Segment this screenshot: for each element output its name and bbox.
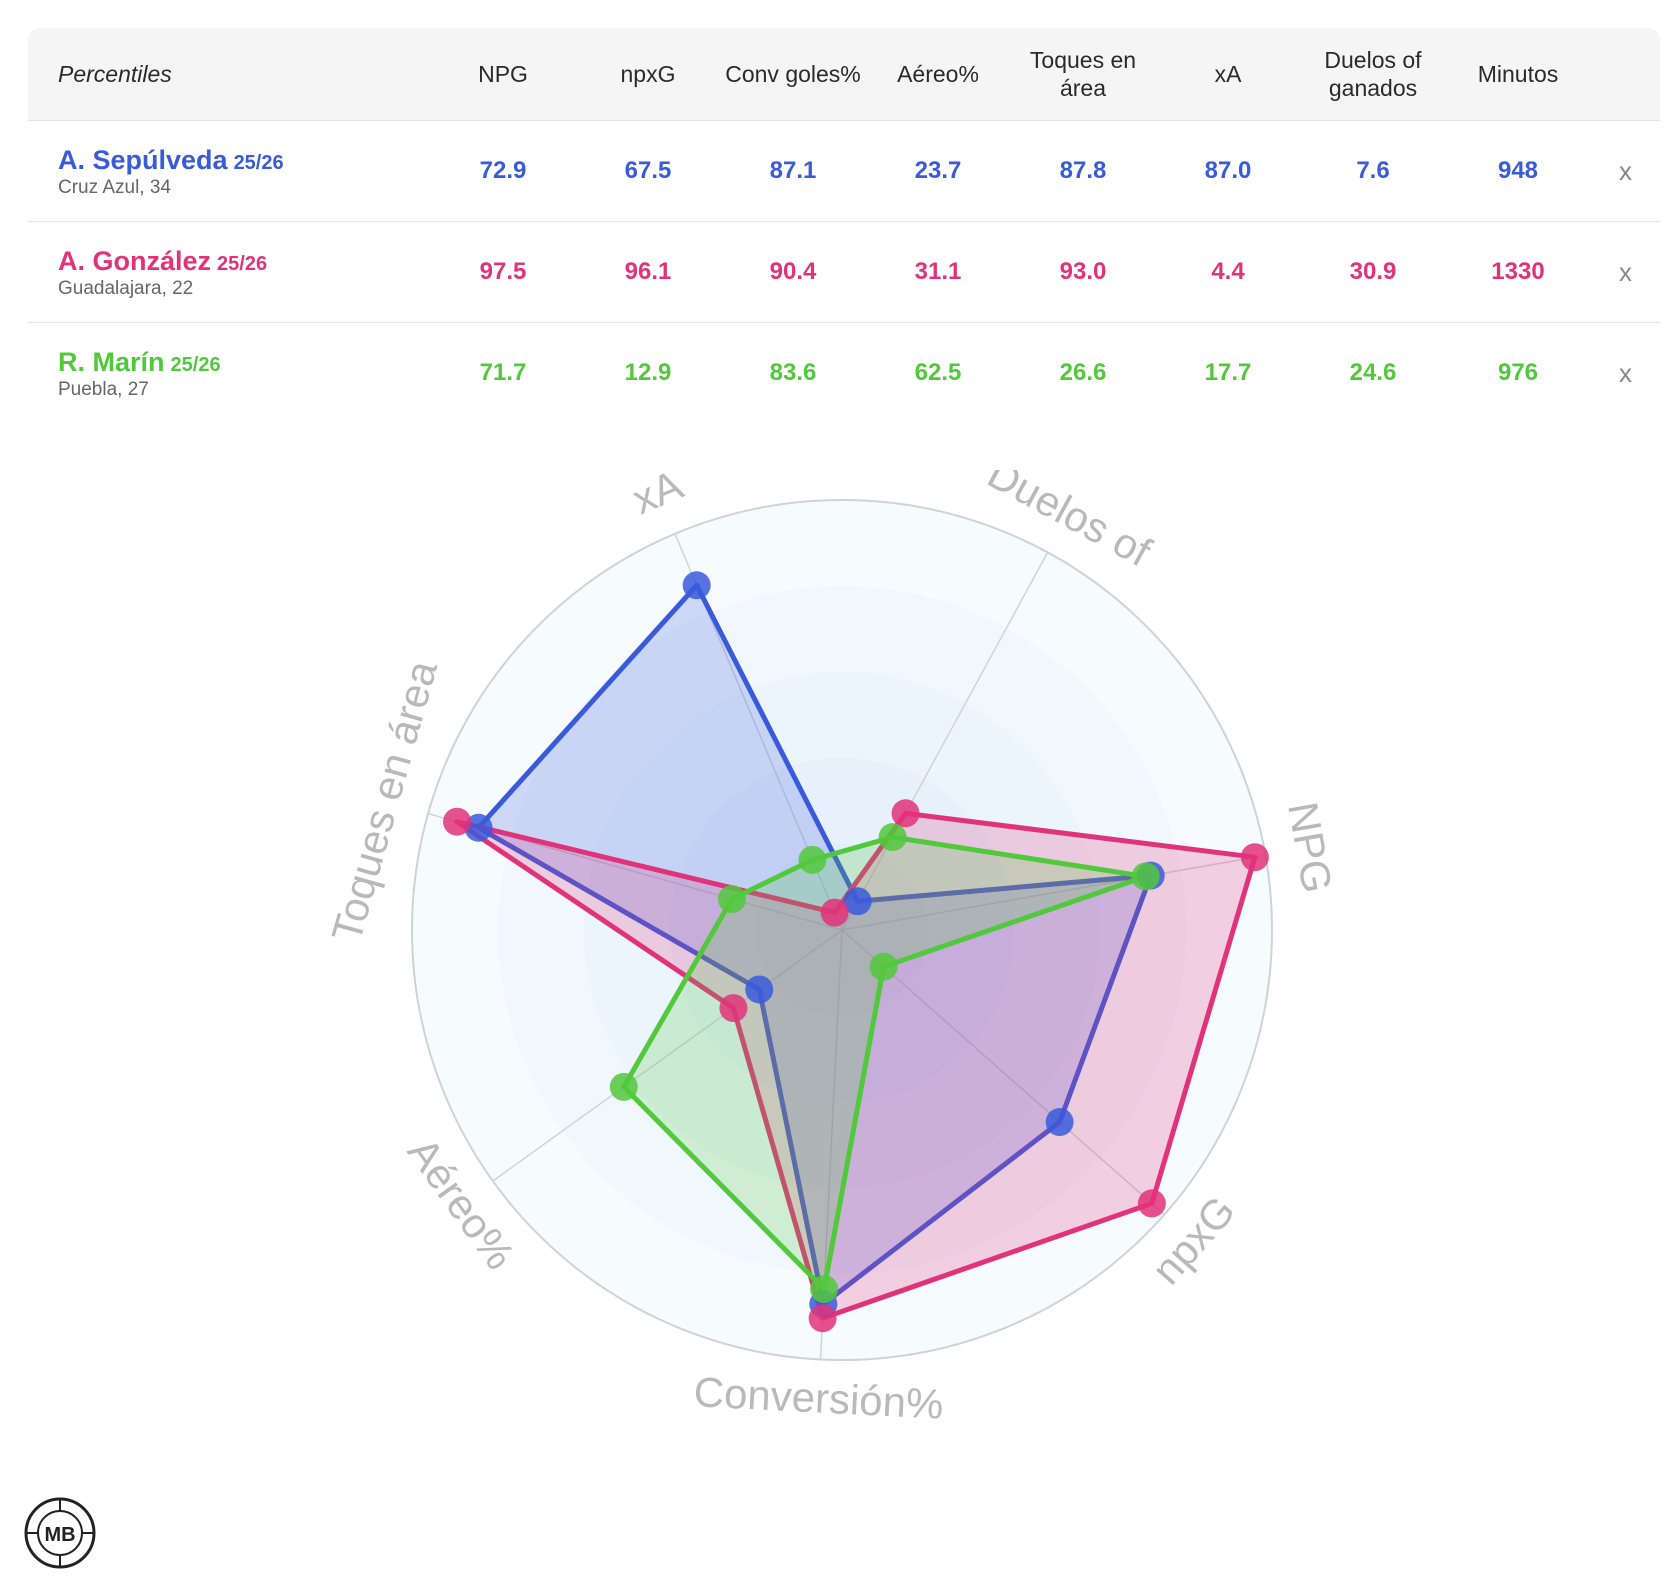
table-cell: 87.0 [1204, 157, 1252, 184]
remove-player-button[interactable]: x [1619, 357, 1632, 388]
player-club-age: Cruz Azul, 34 [58, 177, 171, 198]
series-point-1-1 [1137, 1189, 1166, 1218]
player-season: 25/26 [233, 152, 284, 174]
table-cell: 97.5 [479, 258, 527, 285]
header-col-6[interactable]: Duelos of ganados [1324, 47, 1422, 101]
axis-label-5: xA [626, 470, 689, 523]
header-percentiles: Percentiles [58, 61, 172, 87]
table-cell: 83.6 [769, 359, 817, 386]
table-row: R. Marín 25/26 Puebla, 27 71.7 12.9 83.6 62.5 2… [28, 323, 1660, 423]
header-col-4[interactable]: Toques en área [1029, 47, 1137, 101]
series-point-2-0 [1131, 862, 1160, 891]
header-col-0[interactable]: NPG [478, 61, 528, 87]
table-cell: 12.9 [624, 359, 672, 386]
mb-logo: MB [24, 1497, 96, 1569]
table-cell: 1330 [1491, 258, 1545, 285]
player-name-text: A. Sepúlveda [58, 145, 228, 175]
table-header: Percentiles NPG npxG Conv goles% Aéreo% Toqu… [28, 28, 1660, 121]
series-point-0-5 [682, 571, 711, 600]
radar-spoke [841, 552, 1049, 931]
table-cell: 17.7 [1204, 359, 1252, 386]
table-cell: 7.6 [1356, 157, 1390, 184]
table-row: A. González 25/26 Guadalajara, 22 97.5 96.1 9… [28, 222, 1660, 323]
player-name[interactable]: A. González 25/26 [58, 246, 267, 277]
series-point-2-5 [798, 845, 827, 874]
header-col-7[interactable]: Minutos [1477, 61, 1559, 87]
comparison-table: Percentiles NPG npxG Conv goles% Aéreo% Toqu… [28, 28, 1660, 423]
table-cell: 976 [1497, 359, 1539, 386]
table-cell: 93.0 [1059, 258, 1107, 285]
header-col-2[interactable]: Conv goles% [725, 61, 861, 87]
series-point-2-3 [609, 1072, 638, 1101]
table-cell: 71.7 [479, 359, 527, 386]
header-col-3[interactable]: Aéreo% [897, 61, 979, 87]
series-point-1-2 [808, 1304, 837, 1333]
series-point-1-0 [1240, 843, 1269, 872]
table-row: A. Sepúlveda 25/26 Cruz Azul, 34 72.9 67.5 87… [28, 121, 1660, 222]
axis-label-0: NPG [1279, 799, 1341, 897]
player-name[interactable]: A. Sepúlveda 25/26 [58, 145, 284, 176]
table-cell: 4.4 [1211, 258, 1245, 285]
radar-spoke [492, 929, 843, 1182]
header-col-1[interactable]: npxG [620, 61, 676, 87]
table-cell: 96.1 [624, 258, 672, 285]
table-cell: 23.7 [914, 157, 962, 184]
series-point-1-3 [719, 994, 748, 1023]
series-point-0-1 [1045, 1108, 1074, 1137]
table-cell: 31.1 [914, 258, 962, 285]
player-name[interactable]: R. Marín 25/26 [58, 347, 221, 378]
table-cell: 87.8 [1059, 157, 1107, 184]
table-cell: 90.4 [769, 258, 817, 285]
table-cell: 24.6 [1349, 359, 1397, 386]
series-area-0 [476, 582, 1154, 1307]
radar-spoke [841, 854, 1266, 931]
series-point-1-6 [891, 799, 920, 828]
player-club-age: Puebla, 27 [58, 379, 149, 400]
series-point-1-5 [820, 898, 849, 927]
series-point-0-4 [464, 813, 493, 842]
table-cell: 67.5 [624, 157, 672, 184]
series-point-2-2 [810, 1275, 839, 1304]
series-point-0-6 [843, 887, 872, 916]
player-name-text: R. Marín [58, 347, 165, 377]
series-point-2-1 [869, 952, 898, 981]
table-cell: 30.9 [1349, 258, 1397, 285]
table-body: A. Sepúlveda 25/26 Cruz Azul, 34 72.9 67.5 87… [28, 121, 1660, 423]
axis-label-2: Conversión% [693, 1368, 945, 1428]
table-cell: 87.1 [769, 157, 817, 184]
table-cell: 948 [1497, 157, 1539, 184]
series-point-1-4 [443, 807, 472, 836]
table-cell: 72.9 [479, 157, 527, 184]
logo-text: MB [44, 1524, 75, 1546]
series-point-2-4 [717, 885, 746, 914]
table-cell: 26.6 [1059, 359, 1107, 386]
series-point-2-6 [878, 823, 907, 852]
remove-player-button[interactable]: x [1619, 256, 1632, 287]
header-col-5[interactable]: xA [1214, 61, 1242, 87]
player-season: 25/26 [217, 253, 268, 275]
remove-player-button[interactable]: x [1619, 155, 1632, 186]
table-cell: 62.5 [914, 359, 962, 386]
player-season: 25/26 [170, 354, 221, 376]
player-club-age: Guadalajara, 22 [58, 278, 194, 299]
player-name-text: A. González [58, 246, 212, 276]
radar-spoke [841, 929, 1165, 1216]
series-point-0-3 [745, 975, 774, 1004]
